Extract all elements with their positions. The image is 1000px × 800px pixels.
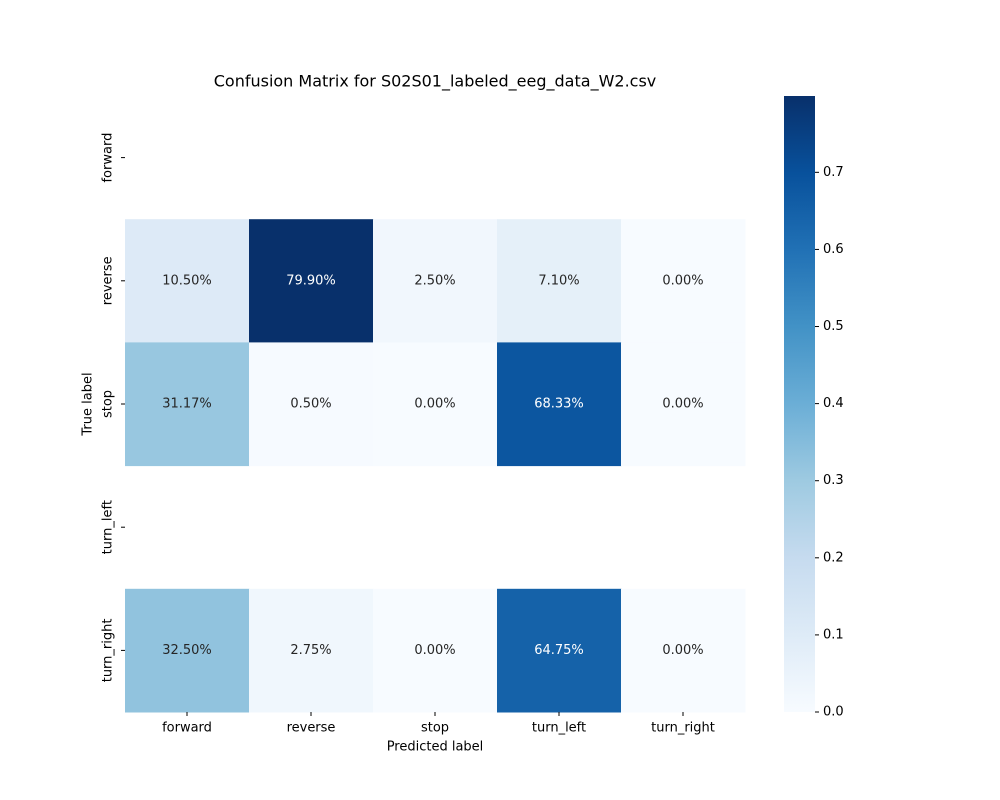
x-tick-label: reverse	[287, 721, 336, 736]
heatmap-cell	[125, 588, 250, 713]
cell-label: 0.50%	[290, 397, 331, 412]
heatmap-cell	[373, 219, 498, 343]
heatmap-cell	[249, 588, 374, 713]
cell-label: 10.50%	[162, 273, 212, 288]
cell-label: 0.00%	[414, 643, 455, 658]
heatmap-cell	[497, 342, 622, 467]
cell-label: 2.50%	[414, 273, 455, 288]
heatmap-cell	[249, 219, 374, 343]
heatmap-cell	[125, 342, 250, 467]
x-tick-label: turn_left	[532, 721, 586, 736]
colorbar-tick-label: 0.6	[823, 242, 844, 257]
x-tick-label: stop	[421, 721, 449, 736]
colorbar-tick-label: 0.5	[823, 319, 844, 334]
chart-title: Confusion Matrix for S02S01_labeled_eeg_…	[214, 72, 657, 92]
cell-label: 0.00%	[662, 397, 703, 412]
heatmap-cell	[497, 219, 622, 343]
x-tick-label: turn_right	[651, 721, 715, 736]
heatmap-cell	[125, 219, 250, 343]
heatmap-cell	[373, 342, 498, 467]
colorbar-tick-label: 0.1	[823, 627, 844, 642]
cell-label: 79.90%	[286, 273, 336, 288]
colorbar-tick-label: 0.2	[823, 550, 844, 565]
colorbar-tick-label: 0.3	[823, 473, 844, 488]
cell-label: 64.75%	[534, 643, 584, 658]
cell-label: 0.00%	[662, 273, 703, 288]
y-tick-label: stop	[101, 390, 116, 418]
cell-label: 31.17%	[162, 397, 212, 412]
cell-label: 7.10%	[538, 273, 579, 288]
heatmap-cell	[621, 219, 746, 343]
y-tick-label: forward	[101, 133, 116, 183]
y-tick-label: turn_left	[101, 500, 116, 554]
y-tick-label: reverse	[101, 256, 116, 305]
heatmap-cell	[621, 342, 746, 467]
cell-label: 0.00%	[662, 643, 703, 658]
heatmap-cell	[249, 342, 374, 467]
colorbar-tick-label: 0.4	[823, 396, 844, 411]
colorbar-tick-label: 0.7	[823, 165, 844, 180]
y-axis-label: True label	[81, 372, 96, 436]
cell-label: 0.00%	[414, 397, 455, 412]
x-tick-label: forward	[162, 721, 212, 736]
cell-label: 2.75%	[290, 643, 331, 658]
x-axis-label: Predicted label	[387, 740, 484, 755]
cell-label: 32.50%	[162, 643, 212, 658]
y-tick-label: turn_right	[101, 619, 116, 683]
heatmap-cell	[373, 588, 498, 713]
cell-label: 68.33%	[534, 397, 584, 412]
colorbar	[784, 96, 815, 712]
colorbar-tick-label: 0.0	[823, 705, 844, 720]
heatmap-cell	[621, 588, 746, 713]
heatmap-cell	[497, 588, 622, 713]
